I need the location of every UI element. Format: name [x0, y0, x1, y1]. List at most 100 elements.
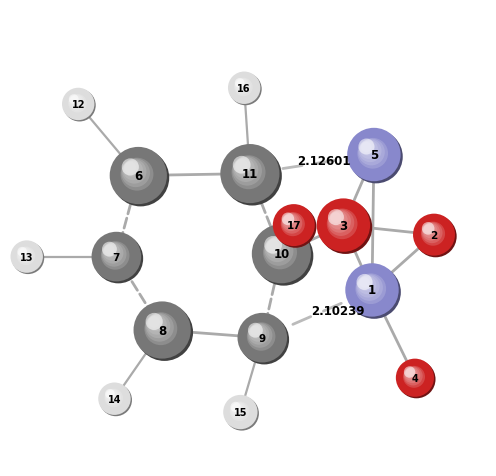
- Circle shape: [254, 227, 313, 286]
- Text: 2.12601: 2.12601: [298, 154, 351, 168]
- Circle shape: [101, 242, 129, 270]
- Circle shape: [347, 129, 401, 182]
- Circle shape: [281, 213, 305, 237]
- Circle shape: [225, 397, 259, 431]
- Circle shape: [123, 161, 143, 181]
- Circle shape: [240, 315, 289, 365]
- Circle shape: [329, 211, 348, 230]
- Text: 17: 17: [287, 221, 301, 230]
- Text: 2.10239: 2.10239: [311, 305, 365, 318]
- Circle shape: [282, 213, 294, 226]
- Text: 6: 6: [134, 169, 142, 183]
- Circle shape: [347, 266, 401, 319]
- Circle shape: [10, 241, 43, 273]
- Circle shape: [148, 316, 163, 331]
- Circle shape: [273, 205, 315, 247]
- Circle shape: [422, 223, 440, 241]
- Circle shape: [266, 239, 283, 256]
- Circle shape: [122, 160, 146, 184]
- Circle shape: [235, 159, 251, 176]
- Text: 2: 2: [431, 230, 437, 240]
- Circle shape: [423, 224, 437, 238]
- Circle shape: [103, 244, 121, 261]
- Circle shape: [349, 131, 403, 184]
- Circle shape: [319, 201, 372, 254]
- Circle shape: [230, 402, 249, 421]
- Text: 12: 12: [71, 100, 85, 110]
- Circle shape: [223, 395, 257, 429]
- Circle shape: [19, 249, 25, 256]
- Circle shape: [69, 96, 81, 108]
- Circle shape: [403, 366, 425, 388]
- Circle shape: [232, 404, 239, 411]
- Circle shape: [248, 323, 272, 348]
- Circle shape: [68, 95, 85, 111]
- Circle shape: [231, 403, 245, 417]
- Circle shape: [330, 212, 345, 227]
- Text: 4: 4: [412, 373, 418, 383]
- Circle shape: [327, 210, 354, 237]
- Circle shape: [345, 264, 399, 317]
- Circle shape: [94, 234, 143, 284]
- Circle shape: [62, 89, 94, 121]
- Circle shape: [231, 402, 241, 412]
- Circle shape: [264, 237, 294, 266]
- Circle shape: [233, 157, 250, 174]
- Circle shape: [18, 249, 27, 258]
- Circle shape: [236, 160, 248, 172]
- Circle shape: [397, 360, 435, 398]
- Circle shape: [70, 97, 79, 105]
- Circle shape: [283, 215, 295, 227]
- Circle shape: [105, 390, 119, 404]
- Circle shape: [248, 324, 269, 345]
- Circle shape: [233, 158, 258, 183]
- Circle shape: [70, 97, 77, 103]
- Text: 11: 11: [242, 168, 258, 181]
- Circle shape: [396, 359, 434, 397]
- Circle shape: [357, 274, 372, 290]
- Circle shape: [12, 242, 44, 275]
- Circle shape: [234, 159, 255, 179]
- Circle shape: [110, 148, 167, 205]
- Circle shape: [17, 248, 33, 264]
- Circle shape: [422, 223, 442, 244]
- Circle shape: [359, 139, 374, 155]
- Circle shape: [102, 243, 124, 264]
- Circle shape: [122, 159, 139, 176]
- Circle shape: [247, 323, 275, 351]
- Circle shape: [404, 367, 421, 383]
- Circle shape: [231, 403, 243, 415]
- Circle shape: [104, 389, 123, 407]
- Circle shape: [228, 72, 260, 105]
- Circle shape: [415, 216, 457, 258]
- Circle shape: [423, 225, 435, 236]
- Circle shape: [249, 325, 266, 342]
- Circle shape: [248, 323, 263, 338]
- Circle shape: [147, 315, 167, 335]
- Circle shape: [69, 96, 83, 109]
- Circle shape: [282, 214, 300, 232]
- Text: 1: 1: [368, 284, 376, 297]
- Circle shape: [104, 245, 118, 258]
- Circle shape: [234, 79, 253, 97]
- Circle shape: [413, 214, 455, 256]
- Circle shape: [105, 245, 115, 255]
- Circle shape: [274, 207, 316, 248]
- Circle shape: [405, 368, 416, 379]
- Text: 14: 14: [108, 394, 121, 404]
- Circle shape: [330, 213, 341, 224]
- Circle shape: [360, 141, 378, 159]
- Circle shape: [250, 326, 260, 336]
- Circle shape: [249, 326, 263, 339]
- Circle shape: [356, 274, 386, 305]
- Circle shape: [361, 142, 372, 153]
- Circle shape: [148, 317, 160, 328]
- Circle shape: [68, 95, 87, 113]
- Circle shape: [236, 80, 245, 89]
- Circle shape: [220, 145, 279, 204]
- Text: 15: 15: [234, 407, 247, 417]
- Circle shape: [357, 275, 379, 298]
- Circle shape: [356, 275, 383, 301]
- Circle shape: [18, 248, 29, 260]
- Circle shape: [238, 313, 287, 363]
